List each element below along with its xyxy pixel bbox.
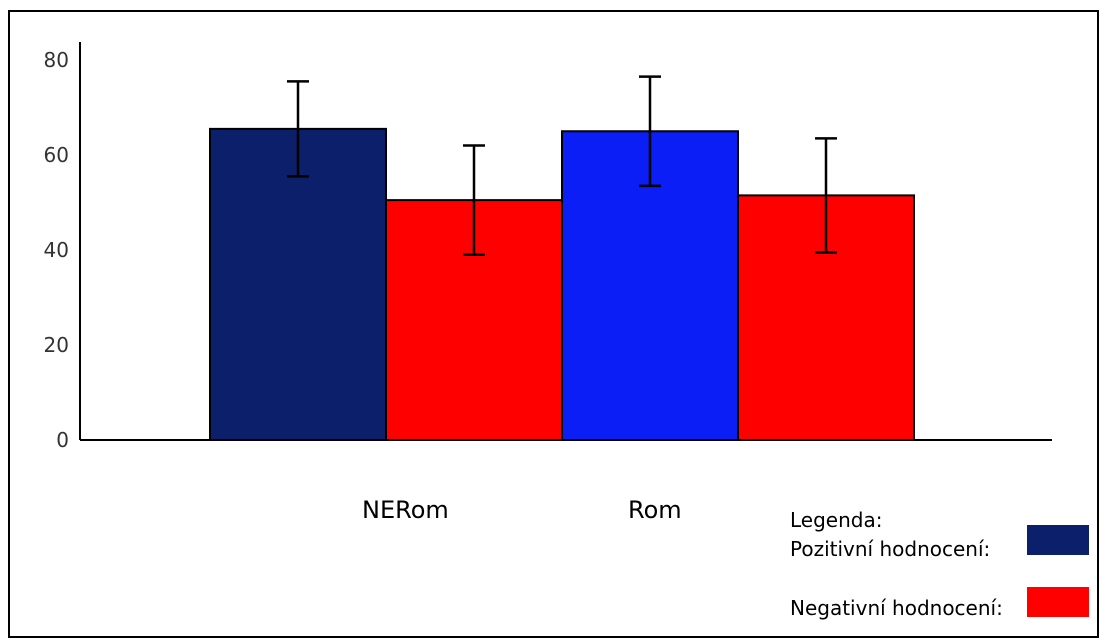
error-bar-nerom-negative <box>463 144 485 256</box>
y-tick-label-80: 80 <box>44 48 69 72</box>
y-tick-label-0: 0 <box>56 428 69 452</box>
legend-label-positive: Pozitivní hodnocení: <box>790 537 991 561</box>
y-tick-labels: 0 20 40 60 80 <box>44 48 69 452</box>
error-bar-rom-positive <box>639 75 661 188</box>
legend-swatch-negative <box>1027 587 1089 617</box>
category-label-rom: Rom <box>628 496 682 524</box>
error-bars-layer <box>287 75 837 256</box>
y-tick-label-60: 60 <box>44 143 69 167</box>
legend-swatch-positive <box>1027 525 1089 555</box>
y-tick-label-20: 20 <box>44 333 69 357</box>
y-tick-label-40: 40 <box>44 238 69 262</box>
legend-title: Legenda: <box>790 508 883 532</box>
error-bar-rom-negative <box>815 137 837 254</box>
error-bar-nerom-positive <box>287 80 309 178</box>
category-label-nerom: NERom <box>362 496 449 524</box>
bars-layer <box>209 127 915 441</box>
legend-label-negative: Negativní hodnocení: <box>790 596 1003 620</box>
bar-nerom-positive <box>209 127 387 441</box>
